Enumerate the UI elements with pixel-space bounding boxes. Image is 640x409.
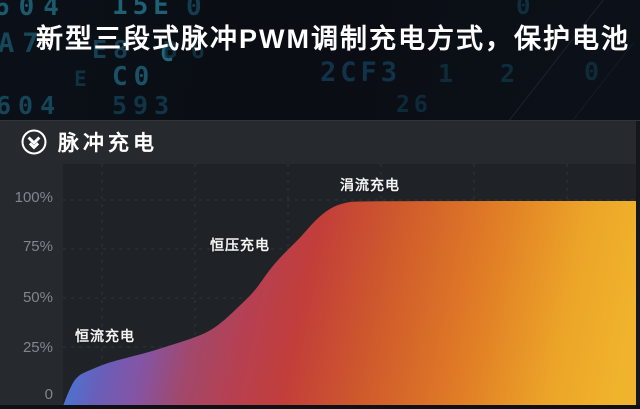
pulse-charging-panel: 脉冲充电 100% 75% 50% 25% 0 恒流充电 恒压充电 涓流充电 (0, 120, 640, 409)
matrix-char: E8 (92, 35, 135, 64)
matrix-char: 2 (500, 59, 516, 88)
matrix-char: 26 (396, 92, 432, 118)
y-tick-75: 75% (22, 238, 53, 255)
matrix-char: 604 (0, 91, 63, 120)
matrix-char: 0 (584, 57, 600, 86)
panel-header: 脉冲充电 (20, 127, 158, 157)
stage-label-trickle: 涓流充电 (340, 177, 400, 193)
matrix-char: B6 (163, 38, 219, 64)
matrix-char: C0 (112, 62, 156, 92)
chevron-down-circle-icon (21, 129, 47, 155)
matrix-char: A7 (0, 28, 47, 59)
y-tick-0: 0 (44, 386, 53, 403)
stage-label-constant-voltage: 恒压充电 (210, 237, 270, 253)
matrix-char: E (74, 67, 87, 91)
matrix-char: 0 (186, 0, 202, 22)
matrix-char: 2CF3 (320, 57, 402, 88)
page-title: 新型三段式脉冲PWM调制充电方式，保护电池 (36, 24, 630, 54)
y-tick-25: 25% (22, 339, 53, 356)
charging-curve-chart (63, 164, 637, 406)
matrix-char: 593 (112, 91, 176, 120)
matrix-char: C (160, 41, 174, 67)
hero-header: 604 15E 0 0 A7 E8 C B6 E C0 604 593 2CF3 1 2 0 26 新型三段式脉… (0, 0, 640, 120)
matrix-char: 15E (112, 0, 174, 21)
charging-area-series (63, 201, 637, 406)
panel-bottom-edge (0, 405, 640, 409)
matrix-char: 1 (438, 59, 454, 88)
y-tick-50: 50% (22, 289, 53, 306)
stage-label-constant-current: 恒流充电 (75, 328, 135, 344)
panel-right-edge (636, 121, 640, 406)
matrix-characters: 604 15E 0 0 A7 E8 C B6 E C0 604 593 2CF3 1 2 0 26 (0, 0, 640, 120)
y-tick-100: 100% (14, 189, 53, 206)
panel-title: 脉冲充电 (58, 132, 158, 155)
matrix-char: 604 (0, 0, 68, 22)
matrix-char: 0 (516, 0, 531, 20)
